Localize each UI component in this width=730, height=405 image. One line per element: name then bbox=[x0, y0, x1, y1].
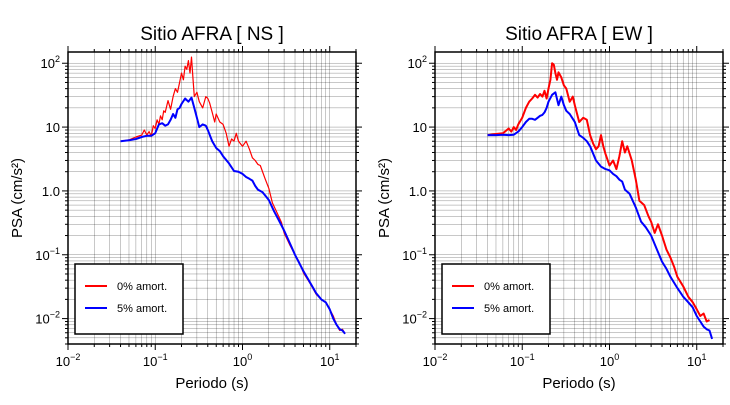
series-line-5pct bbox=[120, 96, 346, 335]
legend: 0% amort. 5% amort. bbox=[74, 263, 184, 335]
legend-label: 5% amort. bbox=[484, 303, 534, 315]
legend-label: 0% amort. bbox=[484, 281, 534, 293]
y-tick-label: 10 bbox=[413, 120, 427, 135]
plot-frame bbox=[67, 51, 357, 345]
legend-box bbox=[441, 263, 551, 335]
series-line-5pct bbox=[487, 91, 714, 340]
x-tick-label: 10−2 bbox=[423, 352, 448, 369]
x-axis-label: Periodo (s) bbox=[175, 375, 248, 392]
plot-frame bbox=[434, 51, 724, 345]
x-tick-label: 10−1 bbox=[510, 352, 535, 369]
x-tick-label: 101 bbox=[687, 352, 706, 369]
x-tick-label: 101 bbox=[320, 352, 339, 369]
y-tick-label: 102 bbox=[41, 54, 60, 71]
legend-label: 0% amort. bbox=[117, 281, 167, 293]
y-axis-label: PSA (cm/s²) bbox=[376, 158, 393, 238]
y-tick-label: 10−2 bbox=[35, 310, 60, 327]
legend: 0% amort. 5% amort. bbox=[441, 263, 551, 335]
series-line-0pct bbox=[487, 62, 710, 323]
y-tick-label: 1.0 bbox=[42, 184, 60, 199]
y-axis-label: PSA (cm/s²) bbox=[9, 158, 26, 238]
x-tick-label: 10−2 bbox=[56, 352, 81, 369]
panel-ns: 10−2 10−1 100 101 10−2 10−1 1.0 10 102 Sitio AFRA… bbox=[9, 24, 362, 392]
y-tick-label: 10−2 bbox=[402, 310, 427, 327]
x-tick-label: 100 bbox=[600, 352, 619, 369]
x-tick-label: 10−1 bbox=[143, 352, 168, 369]
y-tick-label: 10−1 bbox=[35, 246, 60, 263]
legend-box bbox=[74, 263, 184, 335]
y-tick-label: 10 bbox=[46, 120, 60, 135]
panel-ew: 10−2 10−1 100 101 10−2 10−1 1.0 10 102 Sitio AFRA… bbox=[376, 24, 729, 392]
y-tick-label: 1.0 bbox=[409, 184, 427, 199]
chart-title: Sitio AFRA [ NS ] bbox=[140, 24, 284, 45]
legend-label: 5% amort. bbox=[117, 303, 167, 315]
y-tick-label: 102 bbox=[408, 54, 427, 71]
y-tick-label: 10−1 bbox=[402, 246, 427, 263]
x-axis-label: Periodo (s) bbox=[542, 375, 615, 392]
chart-title: Sitio AFRA [ EW ] bbox=[505, 24, 653, 45]
x-tick-label: 100 bbox=[233, 352, 252, 369]
